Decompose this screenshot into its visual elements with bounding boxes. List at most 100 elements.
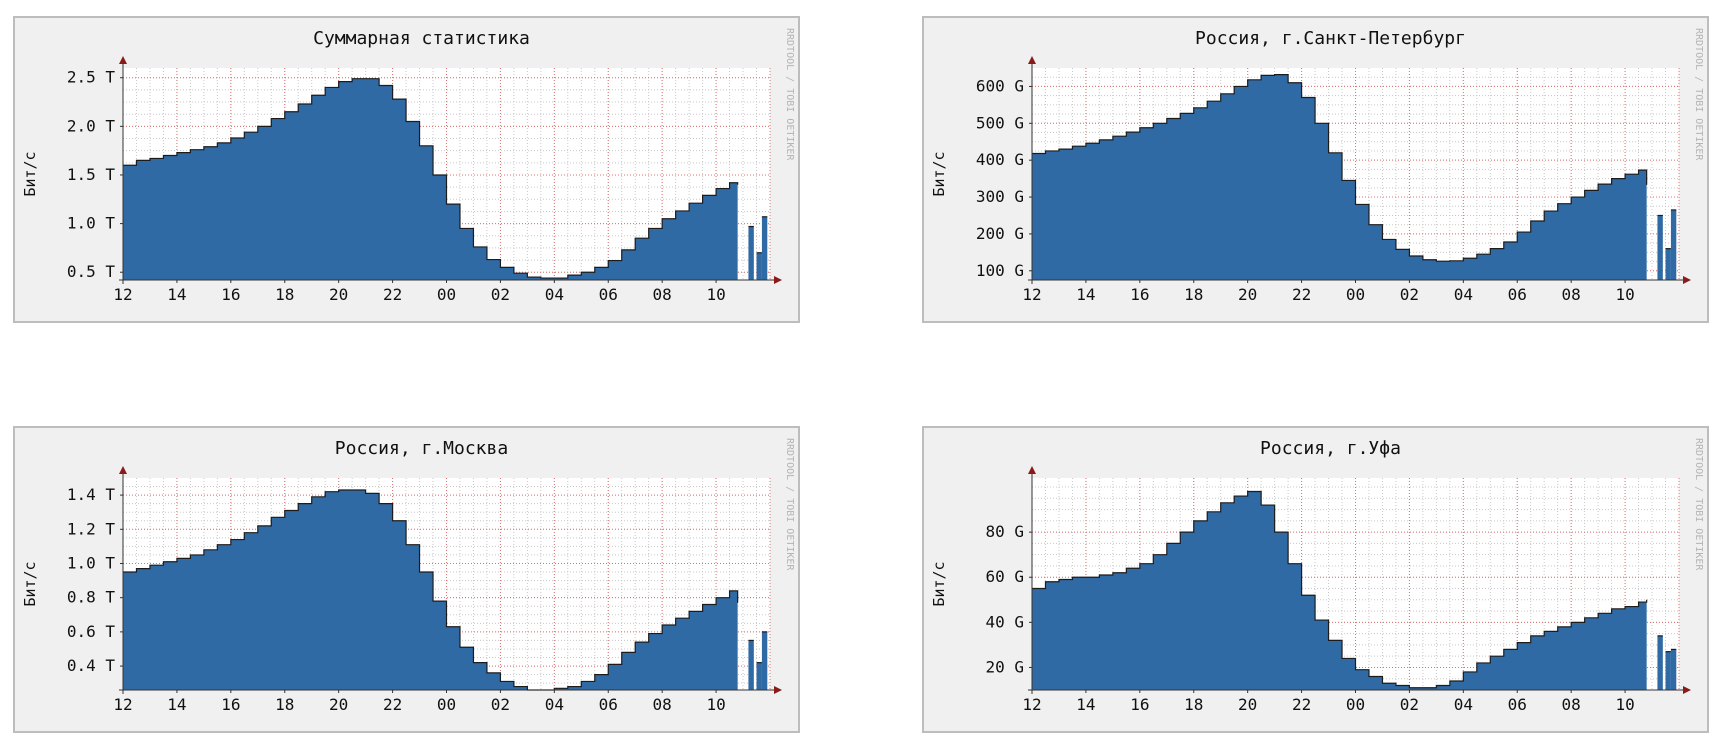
x-axis-arrow: [774, 276, 782, 284]
y-tick-label: 200 G: [976, 224, 1024, 243]
y-tick-label: 80 G: [985, 522, 1024, 541]
x-tick-label: 02: [491, 285, 510, 304]
x-tick-label: 10: [1615, 285, 1634, 304]
y-tick-label: 1.2 T: [67, 519, 116, 538]
x-tick-label: 12: [113, 285, 132, 304]
x-tick-label: 16: [221, 695, 240, 714]
x-tick-label: 18: [275, 285, 294, 304]
watermark: RRDTOOL / TOBI OETIKER: [784, 438, 795, 571]
y-tick-label: 20 G: [985, 657, 1024, 676]
y-tick-label: 1.4 T: [67, 485, 116, 504]
x-tick-label: 18: [1184, 695, 1203, 714]
chart-panel-spb: Россия, г.Санкт-Петербург RRDTOOL / TOBI …: [922, 16, 1709, 323]
x-tick-label: 14: [167, 695, 186, 714]
x-tick-label: 14: [167, 285, 186, 304]
x-tick-label: 18: [1184, 285, 1203, 304]
x-tick-label: 12: [1022, 285, 1041, 304]
y-tick-label: 1.0 T: [67, 214, 116, 233]
y-tick-label: 1.5 T: [67, 165, 116, 184]
x-tick-label: 00: [1346, 285, 1365, 304]
x-tick-label: 00: [1346, 695, 1365, 714]
chart-title: Россия, г.Москва: [335, 438, 508, 459]
x-tick-label: 20: [1238, 285, 1257, 304]
tail-bar: [1665, 248, 1671, 280]
chart-svg: Россия, г.Москва RRDTOOL / TOBI OETIKER Би…: [21, 438, 795, 714]
x-tick-label: 14: [1076, 695, 1095, 714]
x-tick-label: 06: [1508, 285, 1527, 304]
y-axis-arrow: [1028, 56, 1036, 64]
x-tick-label: 12: [113, 695, 132, 714]
y-tick-label: 300 G: [976, 187, 1024, 206]
x-tick-label: 16: [1130, 285, 1149, 304]
x-tick-label: 08: [653, 285, 672, 304]
tail-bar: [1670, 209, 1677, 280]
y-axis-label: Бит/с: [930, 151, 948, 196]
x-tick-label: 08: [1562, 285, 1581, 304]
x-tick-label: 22: [1292, 285, 1311, 304]
series-area: [123, 489, 738, 690]
chart-title: Россия, г.Уфа: [1260, 438, 1401, 459]
x-tick-label: 06: [1508, 695, 1527, 714]
x-tick-label: 16: [221, 285, 240, 304]
series-outline: [123, 78, 739, 279]
tail-bar: [748, 640, 754, 690]
chart-svg: Суммарная статистика RRDTOOL / TOBI OETIK…: [21, 28, 795, 304]
x-tick-label: 00: [437, 695, 456, 714]
y-tick-label: 1.0 T: [67, 553, 116, 572]
series-area: [123, 78, 738, 280]
x-tick-label: 20: [329, 285, 348, 304]
x-tick-label: 02: [1400, 285, 1419, 304]
y-axis-arrow: [119, 466, 127, 474]
watermark: RRDTOOL / TOBI OETIKER: [1693, 438, 1704, 571]
chart-title: Россия, г.Санкт-Петербург: [1195, 28, 1466, 49]
x-tick-label: 18: [275, 695, 294, 714]
x-tick-label: 22: [1292, 695, 1311, 714]
x-tick-label: 04: [1454, 695, 1473, 714]
x-tick-label: 20: [1238, 695, 1257, 714]
x-tick-label: 10: [706, 695, 725, 714]
y-tick-label: 60 G: [985, 567, 1024, 586]
x-tick-label: 14: [1076, 285, 1095, 304]
x-tick-label: 16: [1130, 695, 1149, 714]
y-tick-label: 0.5 T: [67, 262, 116, 281]
x-axis-arrow: [1683, 686, 1691, 694]
y-tick-label: 500 G: [976, 113, 1024, 132]
x-tick-label: 04: [1454, 285, 1473, 304]
tail-bar: [1670, 649, 1677, 690]
x-tick-label: 20: [329, 695, 348, 714]
tail-bar: [761, 631, 768, 690]
x-tick-label: 02: [1400, 695, 1419, 714]
series-area: [1032, 74, 1647, 280]
series-area: [1032, 491, 1647, 690]
x-tick-label: 10: [706, 285, 725, 304]
y-axis-label: Бит/с: [21, 151, 39, 196]
x-tick-label: 04: [545, 285, 564, 304]
tail-bar: [748, 226, 754, 280]
y-tick-label: 2.0 T: [67, 116, 116, 135]
y-tick-label: 40 G: [985, 612, 1024, 631]
y-tick-label: 0.6 T: [67, 622, 116, 641]
y-tick-label: 400 G: [976, 150, 1024, 169]
chart-title: Суммарная статистика: [313, 28, 530, 49]
tail-bar: [761, 216, 768, 280]
watermark: RRDTOOL / TOBI OETIKER: [784, 28, 795, 161]
chart-svg: Россия, г.Санкт-Петербург RRDTOOL / TOBI …: [930, 28, 1704, 304]
x-tick-label: 04: [545, 695, 564, 714]
chart-panel-moscow: Россия, г.Москва RRDTOOL / TOBI OETIKER Би…: [13, 426, 800, 733]
chart-svg: Россия, г.Уфа RRDTOOL / TOBI OETIKER Бит/с…: [930, 438, 1704, 714]
series-outline: [1032, 74, 1648, 262]
y-axis-arrow: [119, 56, 127, 64]
chart-panel-ufa: Россия, г.Уфа RRDTOOL / TOBI OETIKER Бит/с…: [922, 426, 1709, 733]
tail-bar: [756, 252, 762, 280]
y-axis-label: Бит/с: [930, 561, 948, 606]
x-tick-label: 22: [383, 285, 402, 304]
x-tick-label: 22: [383, 695, 402, 714]
x-tick-label: 08: [1562, 695, 1581, 714]
y-tick-label: 100 G: [976, 261, 1024, 280]
series-outline: [1032, 490, 1648, 689]
y-tick-label: 600 G: [976, 76, 1024, 95]
series-outline: [123, 489, 739, 691]
x-tick-label: 00: [437, 285, 456, 304]
x-tick-label: 02: [491, 695, 510, 714]
y-tick-label: 0.8 T: [67, 588, 116, 607]
